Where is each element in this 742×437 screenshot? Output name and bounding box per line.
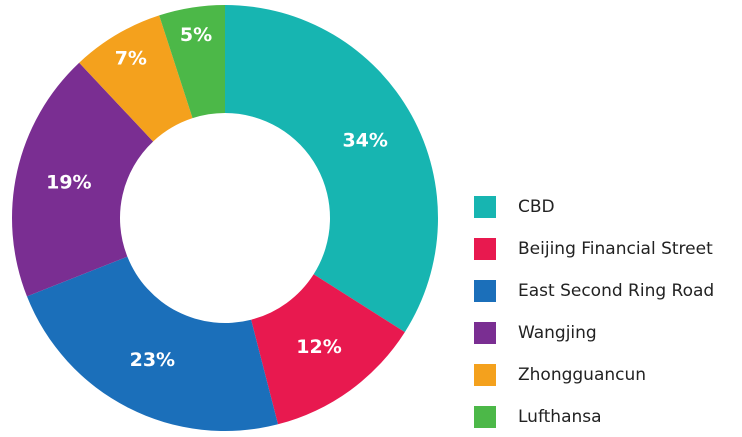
donut-slice [251,274,405,425]
legend-label: East Second Ring Road [518,281,714,301]
data-label: 12% [296,336,341,358]
data-label: 5% [180,24,212,46]
data-label: 19% [46,172,91,194]
legend-label: Wangjing [518,323,597,343]
data-label: 23% [130,349,175,371]
legend-label: Zhongguancun [518,365,646,385]
legend-label: CBD [518,197,555,217]
donut-slice [79,15,193,142]
donut-slice [26,256,278,432]
donut-slice [225,5,438,333]
legend-swatch [474,322,496,344]
legend-swatch [474,196,496,218]
data-label: 34% [342,129,387,151]
donut-slice [11,62,154,297]
legend-swatch [474,364,496,386]
legend-swatch [474,280,496,302]
donut-slice [159,5,225,119]
legend-swatch [474,238,496,260]
legend-label: Beijing Financial Street [518,239,713,259]
legend-label: Lufthansa [518,407,602,427]
legend-swatch [474,406,496,428]
data-label: 7% [115,47,147,69]
